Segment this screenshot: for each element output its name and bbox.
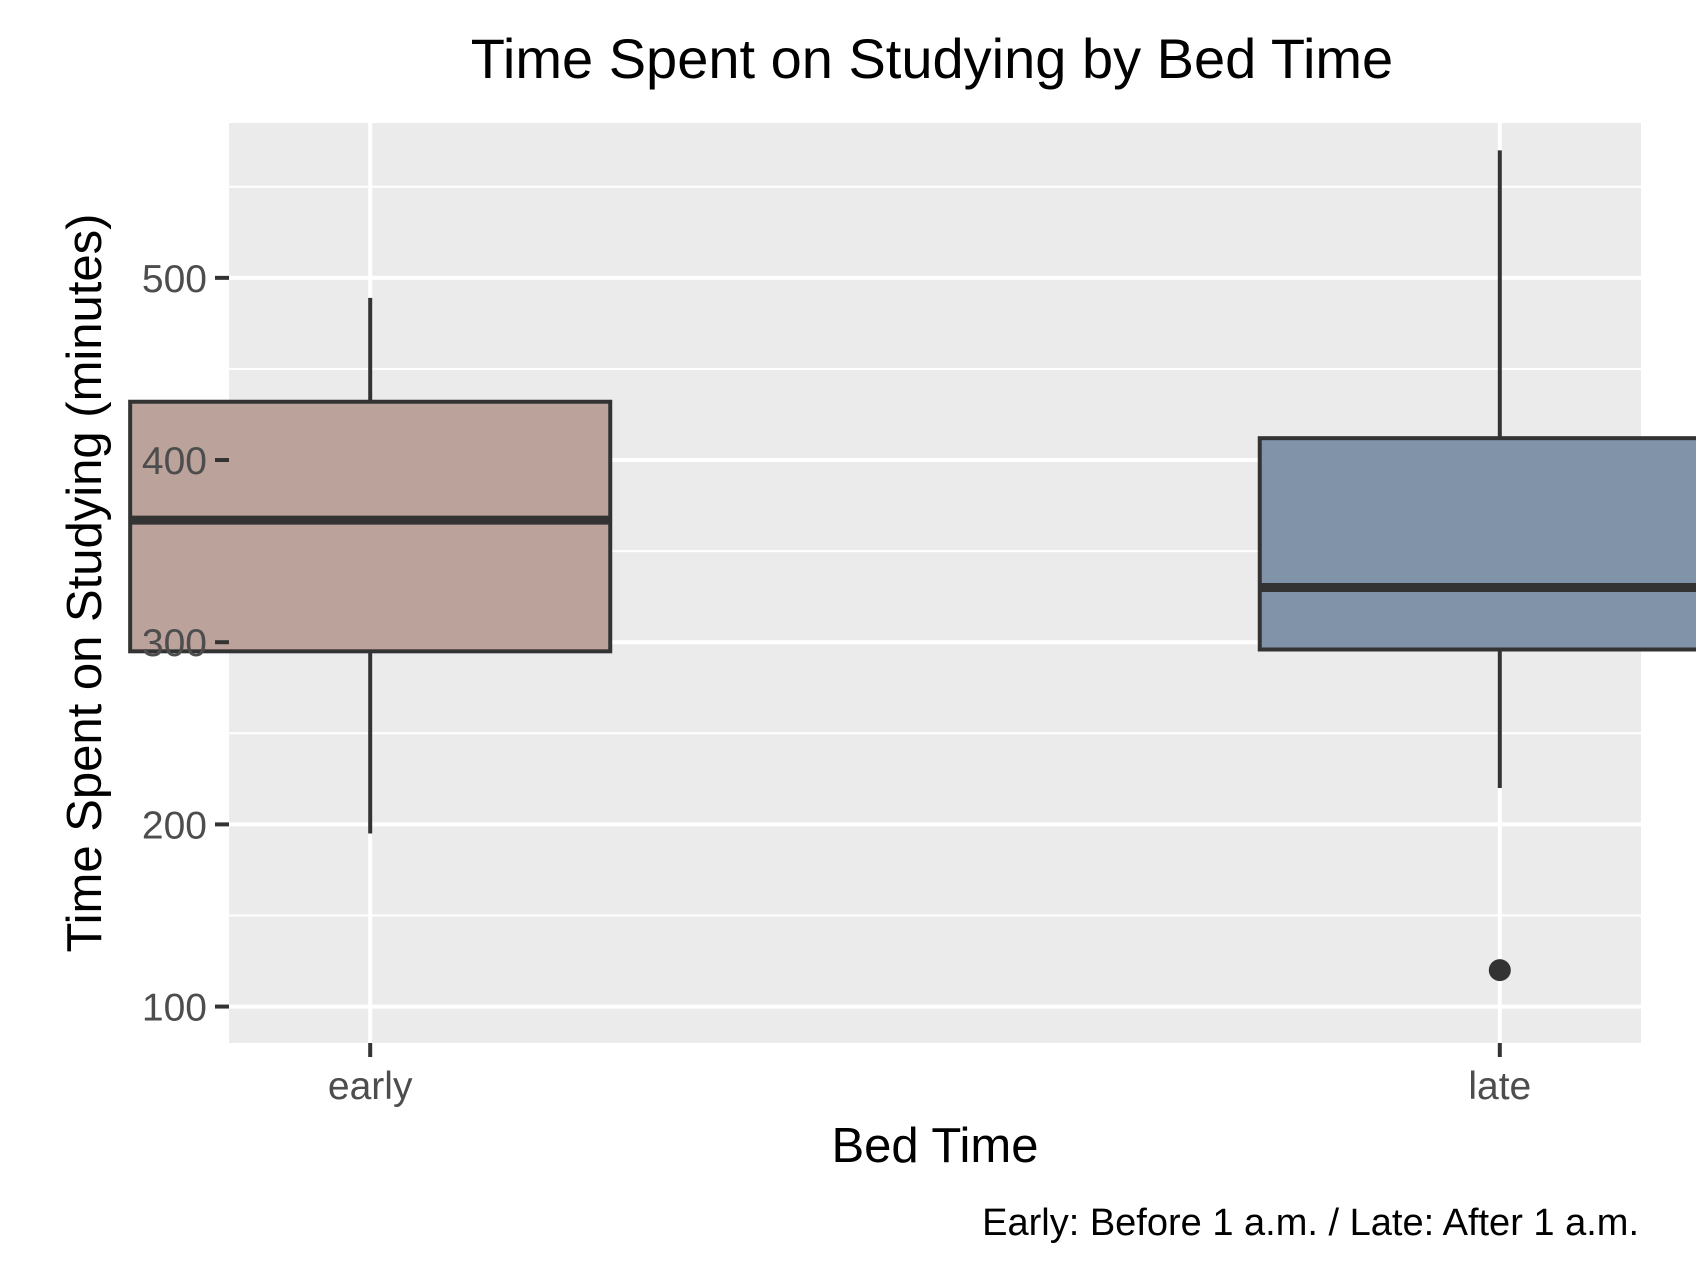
y-tick-label: 500 [142, 258, 207, 301]
chart-caption: Early: Before 1 a.m. / Late: After 1 a.m… [982, 1202, 1639, 1244]
axes: 100 200 300 400 500 early late [142, 258, 1531, 1108]
y-tick-label: 400 [142, 440, 207, 483]
box-body-late [1257, 436, 1696, 652]
box-late [1257, 150, 1696, 982]
box-layer [128, 150, 1696, 982]
y-tick-label: 100 [142, 987, 207, 1030]
box-early [128, 297, 613, 834]
box-body-early [128, 399, 613, 654]
x-tick-label-late: late [1468, 1065, 1531, 1108]
x-axis-title: Bed Time [832, 1119, 1039, 1173]
chart-title: Time Spent on Studying by Bed Time [471, 27, 1393, 90]
y-tick-label: 300 [142, 622, 207, 665]
y-tick-label: 200 [142, 804, 207, 847]
x-tick-label-early: early [328, 1065, 413, 1108]
outlier-point-late [1488, 959, 1511, 982]
y-axis-title: Time Spent on Studying (minutes) [58, 214, 112, 953]
